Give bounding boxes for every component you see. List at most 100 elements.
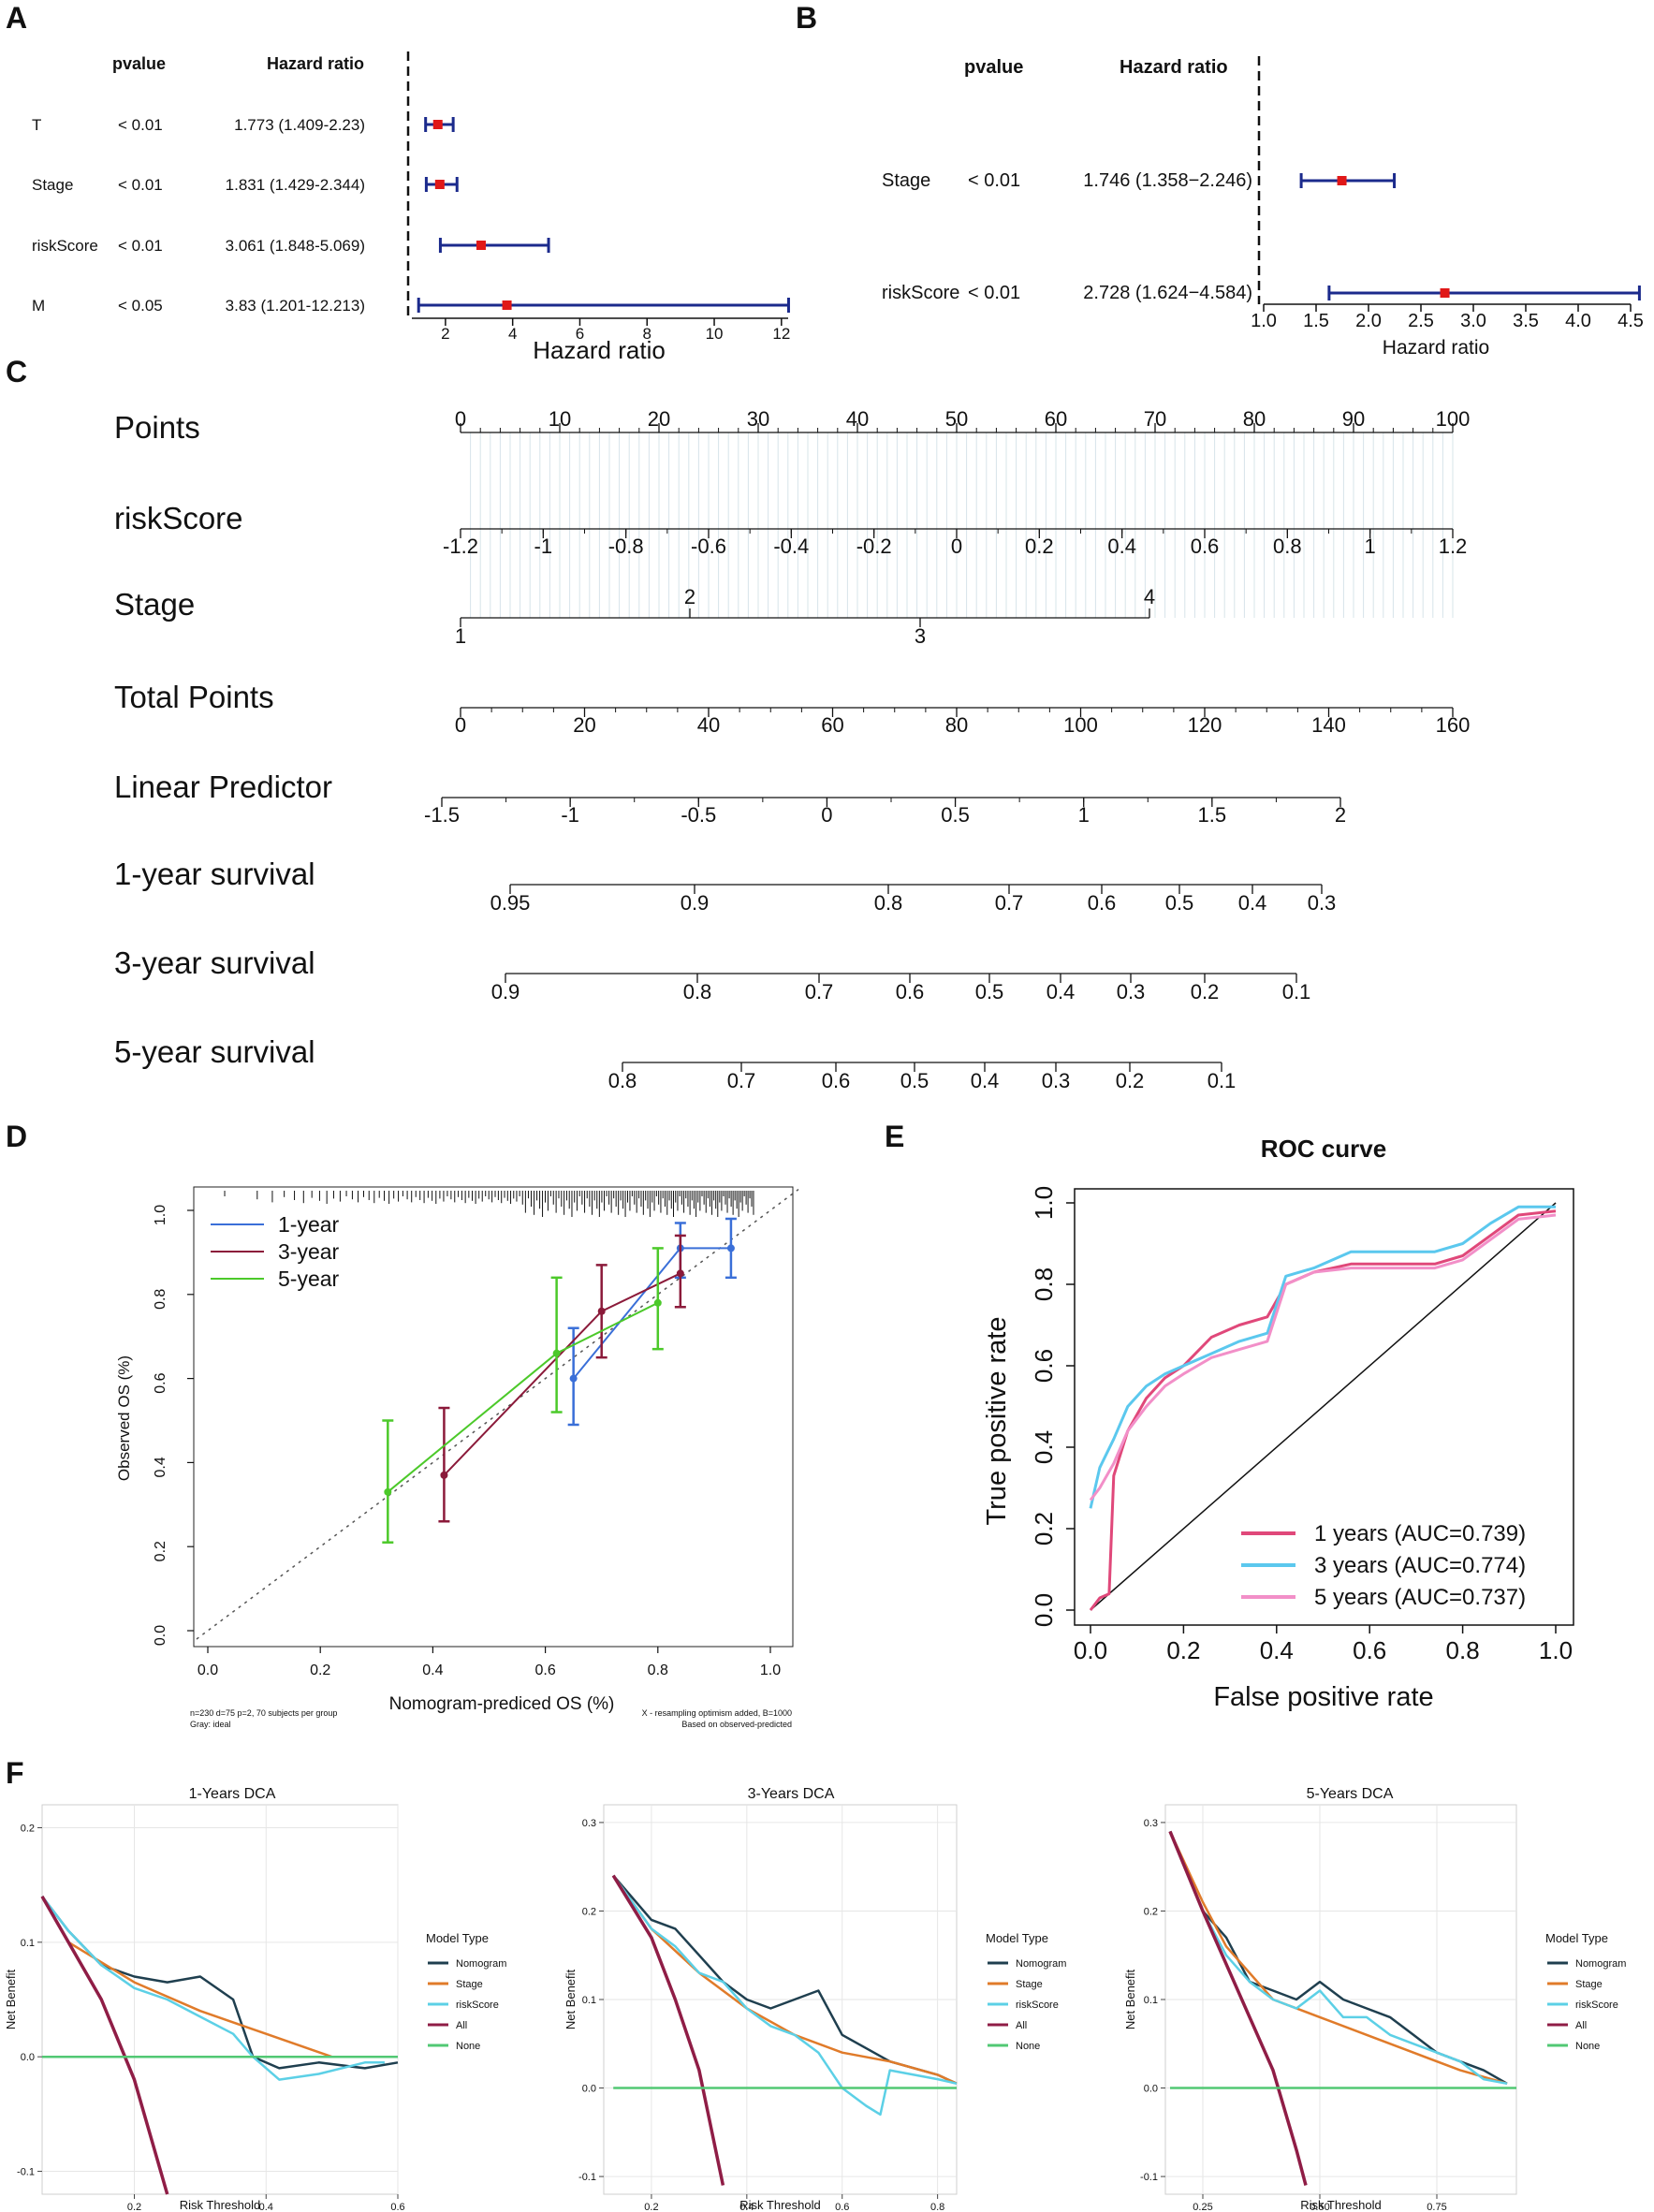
- panel-c-stage-tick-label: 1: [455, 624, 466, 648]
- panel-c-points-tick-label: 0: [455, 407, 466, 431]
- panel-c-1yr-tick-label: 0.5: [1165, 891, 1194, 915]
- panel-c-1yr-tick-label: 0.9: [681, 891, 710, 915]
- panel-c-riskscore-tick-label: 1.2: [1439, 535, 1468, 558]
- panel-d-y-tick-label: 1.0: [153, 1205, 168, 1225]
- panel-c-row-label: 3-year survival: [114, 945, 315, 980]
- panel-d-x-label: Nomogram-prediced OS (%): [389, 1694, 615, 1714]
- panel-c-riskscore-tick-label: 0.4: [1107, 535, 1136, 558]
- panel-f2-legend-label: riskScore: [1016, 2000, 1059, 2011]
- panel-c-1yr-tick-label: 0.8: [874, 891, 903, 915]
- panel-f2-y-label: Net Benefit: [564, 1969, 578, 2029]
- panel-c-linear-predictor-tick-label: 2: [1335, 803, 1346, 827]
- panel-f2-x-tick-label: 0.8: [930, 2202, 944, 2212]
- panel-c-riskscore-tick-label: -0.6: [691, 535, 726, 558]
- panel-d-point: [676, 1269, 684, 1278]
- panel-a-row-label: M: [32, 297, 45, 315]
- panel-e-roc-3yr: [1089, 1213, 1557, 1502]
- panel-f2-y-tick-label: -0.1: [578, 2172, 596, 2183]
- panel-c-1yr-tick-label: 0.3: [1308, 891, 1337, 915]
- panel-f1-y-tick-label: 0.0: [21, 2052, 35, 2063]
- panel-c-5yr-tick-label: 0.7: [727, 1069, 756, 1092]
- panel-d-series-1-year: [572, 1247, 731, 1380]
- panel-d-x-tick-label: 0.0: [198, 1663, 218, 1678]
- panel-c-total-points-tick-label: 120: [1188, 713, 1222, 737]
- panel-e-x-tick-label: 1.0: [1539, 1636, 1573, 1664]
- panel-f3-legend-title: Model Type: [1545, 1931, 1608, 1945]
- panel-c-riskscore-tick-label: -0.8: [608, 535, 644, 558]
- panel-d-series-3-year: [443, 1272, 681, 1476]
- panel-c-riskscore-tick-label: 0.2: [1025, 535, 1054, 558]
- panel-a-x-tick-label: 6: [576, 325, 584, 343]
- panel-b-x-tick-label: 2.0: [1355, 311, 1382, 331]
- panel-b-row-pvalue: < 0.01: [968, 170, 1020, 191]
- panel-d-y-tick-label: 0.4: [153, 1457, 168, 1477]
- panel-f1-x-label: Risk Threshold: [180, 2198, 260, 2212]
- panel-f1-y-tick-label: 0.2: [21, 1823, 35, 1834]
- panel-a-hr-point: [502, 300, 512, 310]
- panel-letter-b: B: [796, 1, 817, 35]
- panel-f2-y-tick-label: 0.2: [582, 1906, 596, 1917]
- panel-e-x-tick-label: 0.4: [1260, 1636, 1294, 1664]
- panel-c-3yr-tick-label: 0.3: [1117, 980, 1146, 1003]
- panel-e-y-tick-label: 1.0: [1030, 1186, 1058, 1220]
- panel-letter-c: C: [6, 355, 27, 388]
- panel-c-stage-tick-label: 4: [1144, 585, 1155, 608]
- panel-f2-x-tick-label: 0.2: [644, 2202, 658, 2212]
- panel-a-hr-point: [432, 120, 443, 129]
- panel-f3-y-tick-label: 0.2: [1144, 1906, 1158, 1917]
- panel-c-3yr-tick-label: 0.1: [1282, 980, 1311, 1003]
- panel-f1-title: 1-Years DCA: [189, 1786, 276, 1802]
- panel-c-5yr-tick-label: 0.4: [971, 1069, 1000, 1092]
- panel-c-riskscore-tick-label: 0: [951, 535, 962, 558]
- panel-d-y-tick-label: 0.6: [153, 1372, 168, 1393]
- panel-c-points-tick-label: 10: [549, 407, 571, 431]
- panel-c-points-tick-label: 90: [1342, 407, 1365, 431]
- panel-b-row-pvalue: < 0.01: [968, 283, 1020, 303]
- panel-c-points-tick-label: 80: [1243, 407, 1266, 431]
- panel-c-points-tick-label: 60: [1045, 407, 1067, 431]
- panel-d-x-tick-label: 0.2: [310, 1663, 330, 1678]
- panel-c-3yr-tick-label: 0.8: [683, 980, 712, 1003]
- panel-e-y-tick-label: 0.0: [1030, 1593, 1058, 1627]
- panel-c-riskscore-tick-label: -1.2: [443, 535, 478, 558]
- panel-d-note-left: n=230 d=75 p=2, 70 subjects per group: [190, 1708, 337, 1718]
- panel-d-legend-label: 1-year: [278, 1212, 340, 1237]
- panel-c-total-points-tick-label: 80: [945, 713, 968, 737]
- panel-letter-e: E: [885, 1120, 904, 1153]
- panel-c-total-points-tick-label: 100: [1063, 713, 1098, 737]
- panel-f3-x-label: Risk Threshold: [1300, 2198, 1381, 2212]
- panel-c-linear-predictor-tick-label: 0: [821, 803, 832, 827]
- panel-f1-legend-label: Nomogram: [456, 1958, 506, 1970]
- panel-c-row-label: Total Points: [114, 680, 274, 714]
- panel-f2-x-tick-label: 0.6: [835, 2202, 849, 2212]
- panel-f3-title: 5-Years DCA: [1307, 1786, 1394, 1802]
- panel-f3-legend-label: None: [1575, 2041, 1600, 2052]
- panel-a-x-tick-label: 4: [508, 325, 517, 343]
- panel-c-points-tick-label: 20: [648, 407, 670, 431]
- panel-b-x-tick-label: 1.0: [1251, 311, 1277, 331]
- panel-c-5yr-tick-label: 0.2: [1116, 1069, 1145, 1092]
- panel-f1-y-tick-label: 0.1: [21, 1938, 35, 1949]
- panel-c-total-points-tick-label: 0: [455, 713, 466, 737]
- panel-f1-x-tick-label: 0.4: [259, 2202, 273, 2212]
- panel-f3-legend-label: riskScore: [1575, 2000, 1618, 2011]
- panel-d-note-right: Based on observed-predicted: [681, 1720, 792, 1729]
- panel-a-hr-point: [476, 241, 486, 250]
- panel-d-series-5-year: [387, 1301, 659, 1493]
- panel-f3-legend-label: Stage: [1575, 1979, 1603, 1990]
- panel-f2-legend-label: All: [1016, 2020, 1027, 2031]
- panel-c-1yr-tick-label: 0.6: [1088, 891, 1117, 915]
- panel-d-point: [726, 1244, 735, 1252]
- panel-d-note-left: Gray: ideal: [190, 1720, 231, 1729]
- panel-c-riskscore-tick-label: -1: [534, 535, 553, 558]
- panel-d-y-tick-label: 0.2: [153, 1541, 168, 1561]
- panel-a-row-label: Stage: [32, 176, 73, 194]
- panel-a-row-pvalue: < 0.01: [118, 116, 163, 134]
- panel-d-plot-frame: [193, 1186, 794, 1648]
- panel-f3-y-label: Net Benefit: [1123, 1969, 1137, 2029]
- panel-f2-x-tick-label: 0.4: [739, 2202, 754, 2212]
- panel-f3-series-riskscore: [1168, 1830, 1508, 2086]
- panel-d-x-tick-label: 0.8: [648, 1663, 668, 1678]
- panel-f2-legend-label: None: [1016, 2041, 1040, 2052]
